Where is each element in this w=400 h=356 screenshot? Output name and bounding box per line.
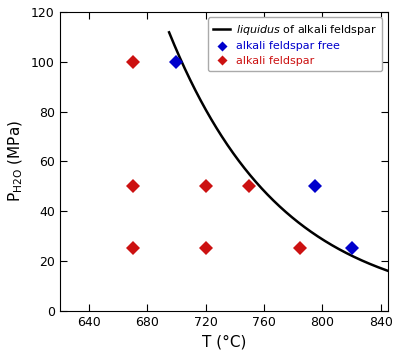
Y-axis label: P$_{\mathregular{H2O}}$ (MPa): P$_{\mathregular{H2O}}$ (MPa) — [7, 120, 25, 202]
Legend: $\it{liquidus}$ of alkali feldspar, alkali feldspar free, alkali feldspar: $\it{liquidus}$ of alkali feldspar, alka… — [208, 17, 382, 72]
X-axis label: T (°C): T (°C) — [202, 334, 246, 349]
